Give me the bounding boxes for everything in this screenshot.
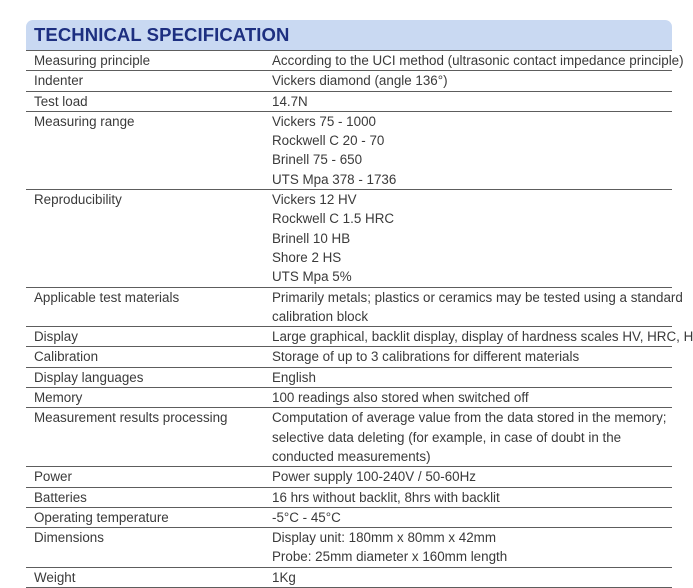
spec-value-line: calibration block xyxy=(272,308,369,324)
spec-value-line: Brinell 10 HB xyxy=(272,230,351,246)
spec-label: Indenter xyxy=(34,73,84,89)
spec-label: Display languages xyxy=(34,369,144,385)
spec-value: Primarily metals; plastics or ceramics m… xyxy=(264,287,683,327)
spec-value-line: 1Kg xyxy=(272,569,296,585)
spec-value-line: UTS Mpa 5% xyxy=(272,269,352,285)
spec-value: Storage of up to 3 calibrations for diff… xyxy=(264,347,672,367)
spec-value-line: Display unit: 180mm x 80mm x 42mm xyxy=(272,530,496,546)
spec-value: 100 readings also stored when switched o… xyxy=(264,388,672,408)
spec-row: Reproducibility Vickers 12 HV Rockwell C 1… xyxy=(26,190,672,288)
spec-value-line: Large graphical, backlit display, displa… xyxy=(272,329,693,345)
spec-row: Operating temperature -5°C - 45°C xyxy=(26,507,672,528)
spec-label: Dimensions xyxy=(34,530,104,546)
spec-value-line: Vickers 12 HV xyxy=(272,192,357,208)
spec-label: Display xyxy=(34,329,78,345)
spec-value: Vickers 75 - 1000 Rockwell C 20 - 70 Brine… xyxy=(264,111,672,189)
spec-value-line: Storage of up to 3 calibrations for diff… xyxy=(272,349,580,365)
spec-value-line: Vickers diamond (angle 136°) xyxy=(272,73,448,89)
spec-value: English xyxy=(264,367,672,387)
spec-value-line: Probe: 25mm diameter x 160mm length xyxy=(272,549,508,565)
spec-value: Vickers diamond (angle 136°) xyxy=(264,71,672,91)
spec-row: Power Power supply 100-240V / 50-60Hz xyxy=(26,467,672,488)
spec-value: According to the UCI method (ultrasonic … xyxy=(264,51,684,71)
spec-row: Indenter Vickers diamond (angle 136°) xyxy=(26,71,672,92)
spec-value: 14.7N xyxy=(264,91,672,111)
spec-label: Test load xyxy=(34,93,88,109)
spec-label: Reproducibility xyxy=(34,192,122,208)
spec-value: Display unit: 180mm x 80mm x 42mm Probe: … xyxy=(264,528,672,568)
spec-value-line: Primarily metals; plastics or ceramics m… xyxy=(272,289,683,305)
spec-value-line: selective data deleting (for example, in… xyxy=(272,429,622,445)
spec-label: Measurement results processing xyxy=(34,410,228,426)
spec-value-line: English xyxy=(272,369,316,385)
spec-row: Measuring principle According to the UCI … xyxy=(26,50,684,71)
spec-value-line: 14.7N xyxy=(272,93,308,109)
spec-row: Applicable test materials Primarily metal… xyxy=(26,287,683,327)
spec-label: Weight xyxy=(34,569,76,585)
spec-label: Applicable test materials xyxy=(34,289,180,305)
spec-label: Measuring principle xyxy=(34,53,151,68)
spec-value: Power supply 100-240V / 50-60Hz xyxy=(264,467,672,487)
spec-row: Weight 1Kg xyxy=(26,567,672,588)
spec-value-line: 16 hrs without backlit, 8hrs with backli… xyxy=(272,489,500,505)
spec-value: Computation of average value from the da… xyxy=(264,408,672,467)
spec-value-line: According to the UCI method (ultrasonic … xyxy=(272,53,684,68)
spec-table: Measuring principle According to the UCI … xyxy=(26,50,693,588)
page-title: TECHNICAL SPECIFICATION xyxy=(34,24,290,45)
spec-value-line: Vickers 75 - 1000 xyxy=(272,113,376,129)
spec-row: Memory 100 readings also stored when swit… xyxy=(26,388,672,408)
spec-row: Batteries 16 hrs without backlit, 8hrs wi… xyxy=(26,487,672,508)
spec-value-line: Computation of average value from the da… xyxy=(272,410,667,426)
spec-value: 1Kg xyxy=(264,567,672,587)
spec-row: Calibration Storage of up to 3 calibratio… xyxy=(26,347,672,368)
spec-sheet: TECHNICAL SPECIFICATION Measuring princi… xyxy=(26,20,693,588)
spec-label: Power xyxy=(34,469,72,485)
spec-label: Measuring range xyxy=(34,113,135,129)
spec-value-line: 100 readings also stored when switched o… xyxy=(272,390,529,406)
spec-row: Test load 14.7N xyxy=(26,91,672,112)
spec-value: -5°C - 45°C xyxy=(264,507,672,527)
spec-value: Vickers 12 HV Rockwell C 1.5 HRC Brinell 1… xyxy=(264,190,672,287)
spec-value-line: Power supply 100-240V / 50-60Hz xyxy=(272,469,476,485)
spec-label: Calibration xyxy=(34,349,99,365)
spec-value-line: -5°C - 45°C xyxy=(272,509,341,525)
spec-label: Operating temperature xyxy=(34,509,169,525)
spec-header: TECHNICAL SPECIFICATION xyxy=(26,20,672,50)
spec-row: Dimensions Display unit: 180mm x 80mm x 4… xyxy=(26,528,672,568)
spec-value-line: Brinell 75 - 650 xyxy=(272,152,363,168)
spec-row: Display languages English xyxy=(26,367,672,388)
spec-value: 16 hrs without backlit, 8hrs with backli… xyxy=(264,487,672,507)
spec-table-body: Measuring principle According to the UCI … xyxy=(26,50,693,588)
spec-value-line: Rockwell C 20 - 70 xyxy=(272,133,385,149)
spec-value-line: UTS Mpa 378 - 1736 xyxy=(272,171,397,187)
spec-row: Measuring range Vickers 75 - 1000 Rockwell… xyxy=(26,111,672,190)
spec-row: Display Large graphical, backlit display,… xyxy=(26,327,693,347)
spec-value-line: Rockwell C 1.5 HRC xyxy=(272,211,395,227)
spec-label: Memory xyxy=(34,390,83,406)
spec-value-line: conducted measurements) xyxy=(272,448,431,464)
spec-value-line: Shore 2 HS xyxy=(272,249,342,265)
spec-value: Large graphical, backlit display, displa… xyxy=(264,327,693,347)
spec-label: Batteries xyxy=(34,489,87,505)
spec-row: Measurement results processing Computatio… xyxy=(26,408,672,467)
